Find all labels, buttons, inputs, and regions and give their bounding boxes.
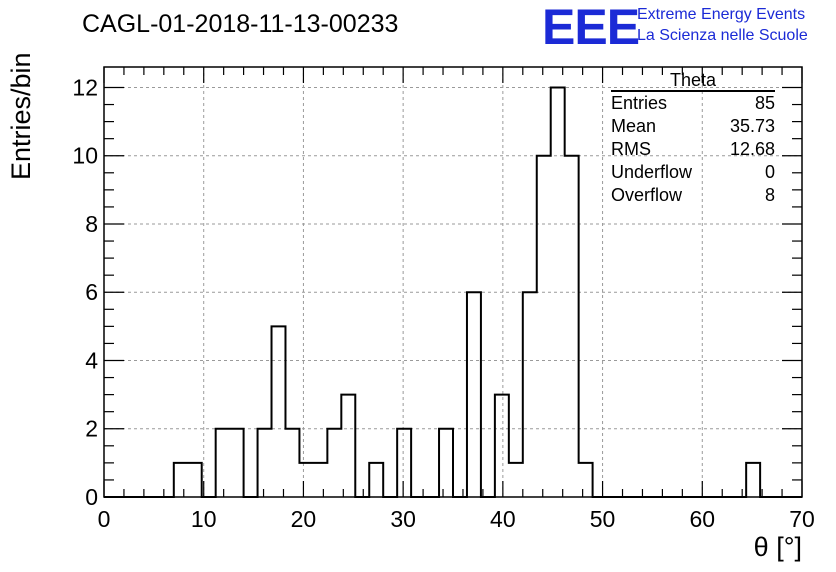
x-axis-label: θ [°] [753,532,802,562]
stats-value: 35.73 [729,116,775,136]
y-tick-label: 6 [85,279,98,305]
stats-label: Underflow [611,162,693,182]
histogram-bin [313,463,327,497]
logo-text: Extreme Energy Events La Scienza nelle S… [637,4,808,46]
histogram-bin [272,326,286,497]
histogram-bin [230,429,244,497]
histogram-bin [174,463,188,497]
plot-frame [103,66,803,498]
histogram-bin [579,463,593,497]
y-tick-label: 0 [85,484,98,510]
histogram-bin [509,463,523,497]
stats-row-rms: RMS 12.68 [611,138,775,161]
histogram-bin [523,292,537,497]
stats-value: 0 [764,162,775,182]
x-tick-label: 10 [191,506,217,532]
eee-logo: EEE [542,0,640,55]
stats-value: 12.68 [729,139,775,159]
x-tick-label: 60 [689,506,715,532]
histogram-bin [537,156,551,497]
x-tick-label: 70 [789,506,815,532]
histogram-bin [258,429,272,497]
x-tick-label: 0 [98,506,111,532]
x-tick-label: 40 [490,506,516,532]
histogram-bin [188,463,202,497]
histogram-bin [495,395,509,497]
stats-label: RMS [611,139,651,159]
y-tick-label: 12 [72,74,98,100]
histogram-bin [327,429,341,497]
y-tick-label: 10 [72,143,98,169]
y-tick-label: 8 [85,211,98,237]
histogram-bin [216,429,230,497]
histogram-bin [439,429,453,497]
histogram-bin [285,429,299,497]
tick-labels: 0 10 20 30 40 50 60 70 0 2 4 6 8 10 12 [72,74,814,532]
stats-row-underflow: Underflow 0 [611,161,775,184]
y-tick-label: 2 [85,416,98,442]
histogram-bin [369,463,383,497]
stats-label: Overflow [611,185,683,205]
stats-title: Theta [611,70,775,92]
stats-row-mean: Mean 35.73 [611,115,775,138]
stats-value: 85 [754,93,775,113]
stats-label: Entries [611,93,668,113]
stats-label: Mean [611,116,657,136]
histogram-bin [341,395,355,497]
axes [103,66,803,498]
stats-box: Theta Entries 85 Mean 35.73 RMS 12.68 Un… [611,70,775,207]
y-tick-label: 4 [85,347,98,373]
stats-value: 8 [764,185,775,205]
logo-line-2: La Scienza nelle Scuole [637,27,808,44]
stats-row-overflow: Overflow 8 [611,184,775,207]
histogram-bin [565,156,579,497]
histogram-bin [467,292,481,497]
chart-title: CAGL-01-2018-11-13-00233 [82,10,399,38]
logo-line-1: Extreme Energy Events [637,6,806,23]
y-axis-label: Entries/bin [6,52,36,180]
x-tick-label: 50 [590,506,616,532]
x-tick-label: 30 [390,506,416,532]
histogram-bin [746,463,760,497]
x-tick-label: 20 [291,506,317,532]
stats-row-entries: Entries 85 [611,92,775,115]
histogram-bin [397,429,411,497]
histogram-bin [299,463,313,497]
